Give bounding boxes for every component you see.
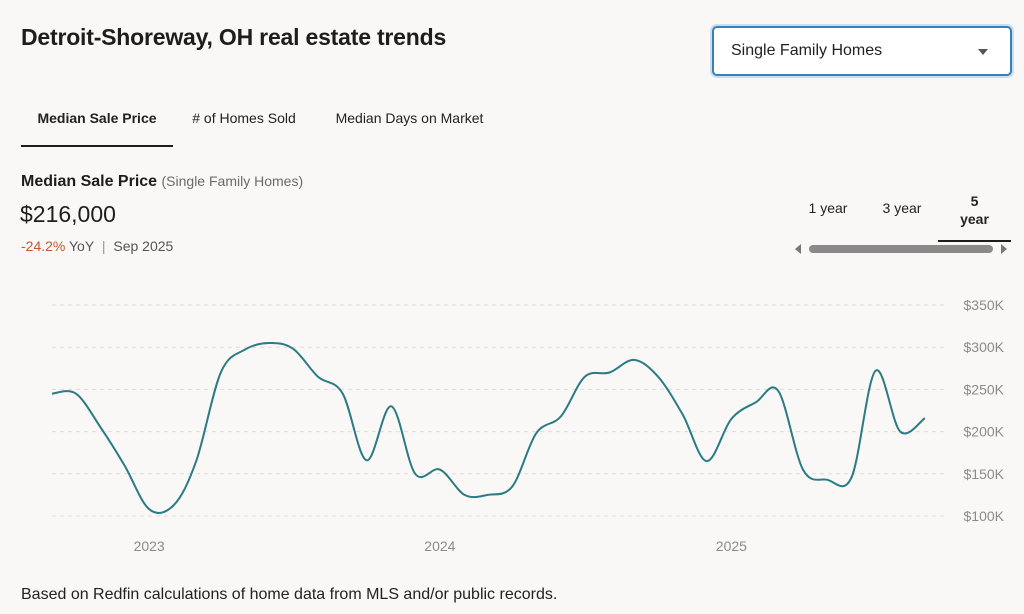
- section-heading: Median Sale Price (Single Family Homes): [21, 173, 303, 191]
- page-title: Detroit-Shoreway, OH real estate trends: [21, 24, 447, 50]
- range-tab-3-year[interactable]: 3 year: [882, 200, 922, 216]
- range-scrollbar[interactable]: [795, 243, 1007, 255]
- scroll-left-icon[interactable]: [795, 244, 801, 254]
- y-tick-label: $350K: [964, 297, 1005, 313]
- x-tick-label: 2023: [134, 538, 165, 554]
- x-tick-label: 2025: [716, 538, 747, 554]
- range-tab-5-year[interactable]: 5 year: [938, 190, 1011, 242]
- range-tabs: 1 year 3 year 5 year: [793, 190, 1013, 242]
- range-tab-5-year-line-2: year: [960, 211, 989, 227]
- property-type-select[interactable]: Single Family Homes: [712, 26, 1012, 76]
- y-tick-label: $100K: [964, 508, 1005, 524]
- x-tick-label: 2024: [424, 538, 455, 554]
- price-chart: $100K $150K $200K $250K $300K $350K 2023 2024 20…: [51, 297, 1005, 554]
- property-type-value: Single Family Homes: [731, 42, 883, 59]
- y-tick-label: $200K: [964, 424, 1005, 440]
- change-line: -24.2% YoY | Sep 2025: [21, 238, 173, 254]
- y-tick-label: $250K: [964, 381, 1005, 397]
- report-date: Sep 2025: [113, 238, 174, 254]
- range-tab-5-year-line-1: 5: [970, 193, 979, 209]
- tab-median-sale-price[interactable]: Median Sale Price: [21, 100, 173, 147]
- scroll-right-icon[interactable]: [1001, 244, 1007, 254]
- separator: |: [101, 238, 106, 254]
- section-metric: Median Sale Price: [21, 173, 158, 190]
- y-tick-label: $150K: [964, 466, 1005, 482]
- series-line: [51, 341, 926, 514]
- current-price: $216,000: [20, 201, 116, 227]
- caret-down-icon: [978, 49, 988, 55]
- tab-median-days-on-market[interactable]: Median Days on Market: [335, 110, 484, 126]
- tab-homes-sold[interactable]: # of Homes Sold: [192, 110, 296, 126]
- scroll-thumb[interactable]: [809, 245, 993, 253]
- section-subtitle: (Single Family Homes): [161, 173, 304, 189]
- y-tick-label: $300K: [964, 339, 1005, 355]
- yoy-label: YoY: [69, 238, 94, 254]
- yoy-change: -24.2%: [21, 238, 66, 254]
- range-tab-1-year[interactable]: 1 year: [808, 200, 848, 216]
- footnote: Based on Redfin calculations of home dat…: [21, 586, 558, 603]
